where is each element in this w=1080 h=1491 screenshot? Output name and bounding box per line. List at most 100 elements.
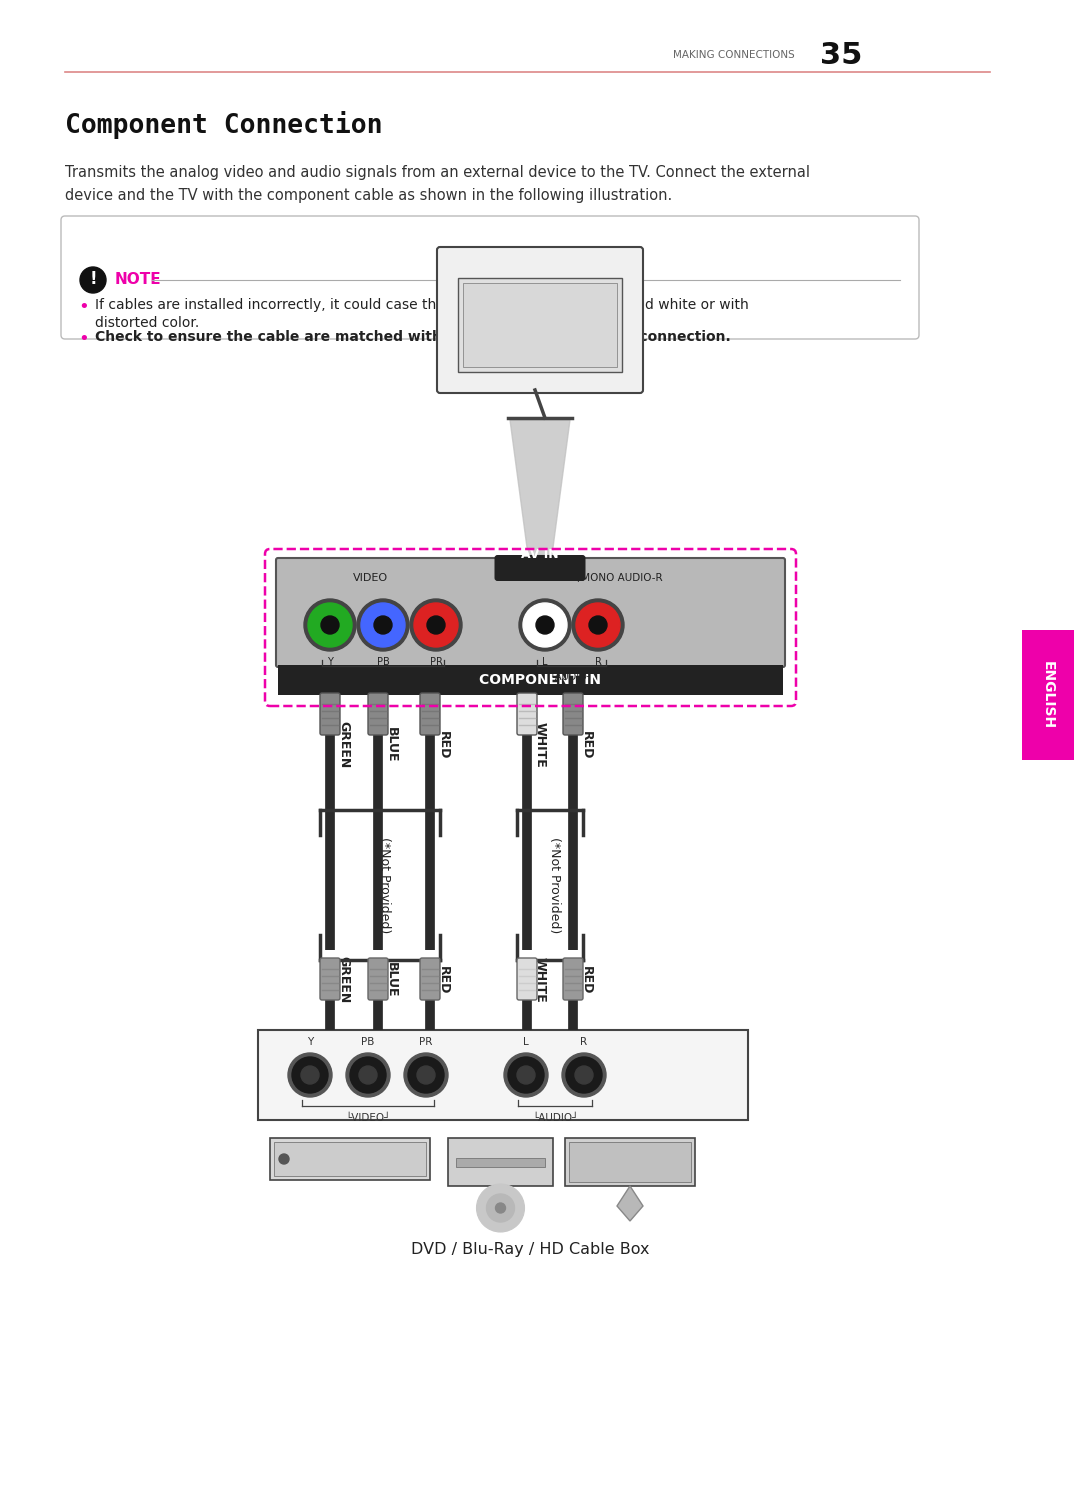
Text: device and the TV with the component cable as shown in the following illustratio: device and the TV with the component cab…	[65, 188, 672, 203]
Text: COMPONENT IN: COMPONENT IN	[480, 672, 600, 687]
Circle shape	[414, 602, 458, 647]
Text: Y: Y	[307, 1038, 313, 1047]
Text: Transmits the analog video and audio signals from an external device to the TV. : Transmits the analog video and audio sig…	[65, 166, 810, 180]
Text: └VIDEO┘: └VIDEO┘	[362, 672, 404, 681]
Circle shape	[279, 1154, 289, 1164]
Text: ENGLISH: ENGLISH	[1041, 661, 1055, 729]
Circle shape	[496, 1203, 505, 1214]
Circle shape	[410, 599, 462, 652]
Text: RED: RED	[580, 731, 593, 759]
Text: !: !	[90, 270, 97, 288]
Text: Y: Y	[327, 658, 333, 666]
Text: WHITE: WHITE	[534, 722, 546, 768]
Circle shape	[288, 1053, 332, 1097]
Circle shape	[361, 602, 405, 647]
Text: L: L	[542, 658, 548, 666]
Circle shape	[476, 1184, 525, 1232]
Text: RED: RED	[437, 731, 450, 759]
Text: RED: RED	[580, 966, 593, 994]
Circle shape	[80, 267, 106, 294]
Text: •: •	[78, 298, 89, 316]
Circle shape	[427, 616, 445, 634]
Circle shape	[536, 616, 554, 634]
Bar	[270, 1138, 430, 1179]
FancyBboxPatch shape	[563, 959, 583, 1000]
Bar	[565, 1138, 696, 1185]
Circle shape	[350, 1057, 386, 1093]
Circle shape	[519, 599, 571, 652]
Circle shape	[576, 602, 620, 647]
Text: L: L	[523, 1038, 529, 1047]
Bar	[448, 1138, 553, 1185]
Text: Component Connection: Component Connection	[65, 110, 382, 139]
Circle shape	[523, 602, 567, 647]
Text: NOTE: NOTE	[114, 273, 162, 288]
Circle shape	[404, 1053, 448, 1097]
FancyBboxPatch shape	[368, 959, 388, 1000]
Circle shape	[292, 1057, 328, 1093]
Circle shape	[575, 1066, 593, 1084]
Text: 35: 35	[820, 40, 862, 70]
Text: WHITE: WHITE	[534, 957, 546, 1003]
Text: GREEN: GREEN	[337, 956, 350, 1003]
Circle shape	[504, 1053, 548, 1097]
Text: L/MONO AUDIO-R: L/MONO AUDIO-R	[571, 573, 662, 583]
FancyBboxPatch shape	[563, 693, 583, 735]
Text: AV IN: AV IN	[522, 549, 558, 562]
Text: └AUDIO┘: └AUDIO┘	[550, 672, 593, 681]
Text: VIDEO: VIDEO	[352, 573, 388, 583]
Text: (*Not Provided): (*Not Provided)	[549, 836, 562, 933]
Text: └AUDIO┘: └AUDIO┘	[531, 1112, 578, 1123]
Text: DVD / Blu-Ray / HD Cable Box: DVD / Blu-Ray / HD Cable Box	[410, 1242, 649, 1257]
Bar	[463, 283, 617, 367]
Text: distorted color.: distorted color.	[95, 316, 199, 330]
FancyBboxPatch shape	[437, 248, 643, 394]
Text: RED: RED	[437, 966, 450, 994]
Polygon shape	[617, 1185, 643, 1221]
Circle shape	[486, 1194, 514, 1223]
FancyBboxPatch shape	[517, 693, 537, 735]
Circle shape	[303, 599, 356, 652]
Text: R: R	[595, 658, 602, 666]
FancyBboxPatch shape	[276, 558, 785, 666]
FancyBboxPatch shape	[420, 959, 440, 1000]
Text: R: R	[580, 1038, 588, 1047]
Text: MAKING CONNECTIONS: MAKING CONNECTIONS	[673, 51, 795, 60]
Bar	[1022, 631, 1074, 760]
FancyBboxPatch shape	[60, 216, 919, 338]
FancyBboxPatch shape	[368, 693, 388, 735]
Bar	[456, 1159, 545, 1167]
Text: BLUE: BLUE	[384, 728, 399, 763]
Text: PR: PR	[430, 658, 443, 666]
Circle shape	[566, 1057, 602, 1093]
Circle shape	[562, 1053, 606, 1097]
Text: PR: PR	[419, 1038, 433, 1047]
Circle shape	[308, 602, 352, 647]
Circle shape	[357, 599, 409, 652]
Circle shape	[408, 1057, 444, 1093]
Circle shape	[589, 616, 607, 634]
Text: (*Not Provided): (*Not Provided)	[378, 836, 391, 933]
Polygon shape	[510, 420, 570, 555]
Text: PB: PB	[377, 658, 390, 666]
Bar	[274, 1142, 426, 1176]
Text: GREEN: GREEN	[337, 722, 350, 769]
Circle shape	[508, 1057, 544, 1093]
Text: If cables are installed incorrectly, it could case the image to display in black: If cables are installed incorrectly, it …	[95, 298, 748, 312]
FancyBboxPatch shape	[320, 693, 340, 735]
Text: •: •	[78, 330, 89, 347]
FancyBboxPatch shape	[320, 959, 340, 1000]
Text: PB: PB	[362, 1038, 375, 1047]
Text: └VIDEO┘: └VIDEO┘	[346, 1112, 391, 1123]
FancyBboxPatch shape	[420, 693, 440, 735]
Circle shape	[517, 1066, 535, 1084]
Circle shape	[359, 1066, 377, 1084]
Bar	[278, 665, 783, 695]
FancyBboxPatch shape	[495, 555, 585, 581]
Circle shape	[301, 1066, 319, 1084]
Bar	[458, 277, 622, 371]
Text: Check to ensure the cable are matched with the corresponding color connection.: Check to ensure the cable are matched wi…	[95, 330, 731, 344]
Circle shape	[572, 599, 624, 652]
Text: BLUE: BLUE	[384, 962, 399, 997]
Circle shape	[346, 1053, 390, 1097]
